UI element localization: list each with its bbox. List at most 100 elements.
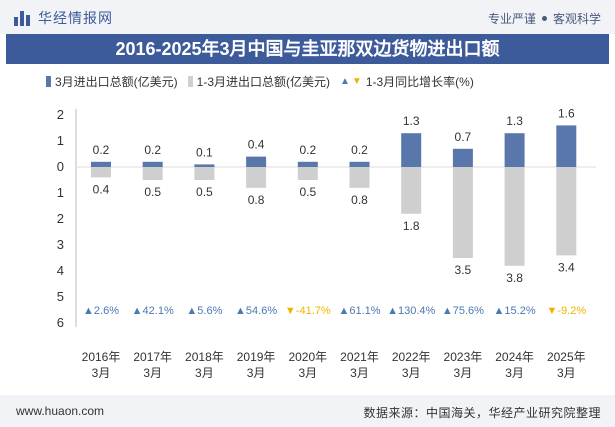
legend-item-yoy[interactable]: ▲ ▼ 1-3月同比增长率(%)	[340, 73, 474, 90]
legend-swatch-jan-mar	[187, 76, 193, 87]
bar-march	[452, 148, 473, 167]
legend-label-yoy: 1-3月同比增长率(%)	[365, 75, 474, 89]
chart-title: 2016-2025年3月中国与圭亚那双边货物进出口额	[6, 34, 609, 64]
legend-item-jan-mar[interactable]: 1-3月进出口总额(亿美元)	[187, 73, 331, 90]
bar-jan-mar	[297, 167, 318, 180]
triangle-up-icon: ▲	[340, 76, 350, 87]
slogan-left: 专业严谨	[487, 12, 536, 26]
x-tick-label-year: 2025年	[547, 350, 586, 364]
bar-jan-mar	[452, 167, 473, 258]
x-tick-label-month: 3月	[350, 366, 369, 380]
bar-jan-mar	[401, 167, 422, 214]
yoy-growth-label: ▼-41.7%	[285, 305, 331, 317]
x-tick-label-year: 2019年	[237, 350, 276, 364]
yoy-growth-label: ▲42.1%	[132, 305, 174, 317]
legend-label-jan-mar: 1-3月进出口总额(亿美元)	[196, 75, 331, 89]
top-bar: 华经情报网 专业严谨 客观科学	[0, 0, 615, 34]
data-label-jan-mar: 3.5	[455, 263, 472, 277]
data-label-jan-mar: 1.8	[403, 219, 420, 233]
footer: www.huaon.com 数据来源：中国海关，华经产业研究院整理	[0, 395, 615, 427]
bar-march	[194, 164, 215, 167]
legend: 3月进出口总额(亿美元) 1-3月进出口总额(亿美元) ▲ ▼ 1-3月同比增长…	[46, 73, 484, 90]
x-tick-label-year: 2021年	[340, 350, 379, 364]
bar-jan-mar	[91, 167, 111, 178]
x-tick-label-year: 2022年	[392, 350, 431, 364]
y-tick-label: 5	[57, 289, 64, 304]
data-label-march: 0.2	[299, 143, 316, 157]
yoy-growth-label: ▼-9.2%	[546, 305, 586, 317]
data-label-march: 0.2	[144, 143, 161, 157]
x-tick-label-month: 3月	[557, 366, 576, 380]
data-source: 数据来源：中国海关，华经产业研究院整理	[363, 406, 601, 420]
legend-swatch-march	[46, 76, 51, 87]
yoy-growth-label: ▲54.6%	[235, 305, 277, 317]
bar-march	[504, 133, 525, 167]
data-label-march: 1.3	[403, 114, 420, 128]
bar-jan-mar	[556, 167, 577, 256]
data-label-jan-mar: 0.5	[144, 185, 161, 199]
data-label-jan-mar: 3.8	[506, 271, 523, 285]
x-tick-label-month: 3月	[195, 366, 214, 380]
x-tick-label-year: 2018年	[185, 350, 224, 364]
legend-label-march: 3月进出口总额(亿美元)	[55, 75, 178, 89]
y-tick-label: 2	[57, 211, 64, 226]
bar-march	[142, 161, 163, 167]
y-tick-label: 6	[57, 315, 64, 330]
data-label-jan-mar: 0.5	[196, 185, 213, 199]
yoy-growth-label: ▲15.2%	[494, 305, 536, 317]
bar-jan-mar	[142, 167, 163, 180]
y-tick-label: 3	[57, 237, 64, 252]
x-tick-label-month: 3月	[298, 366, 317, 380]
yoy-growth-label: ▲5.6%	[186, 305, 222, 317]
data-label-march: 0.2	[351, 143, 368, 157]
data-label-jan-mar: 0.8	[351, 193, 368, 207]
bar-chart-logo-icon	[14, 10, 32, 26]
x-tick-label-month: 3月	[454, 366, 473, 380]
data-label-jan-mar: 3.4	[558, 260, 575, 274]
bar-march	[246, 156, 267, 167]
x-tick-label-month: 3月	[402, 366, 421, 380]
bar-march	[349, 161, 370, 167]
bar-march	[91, 161, 111, 167]
slogan-right: 客观科学	[552, 12, 601, 26]
triangle-down-icon: ▼	[351, 76, 362, 87]
legend-item-march[interactable]: 3月进出口总额(亿美元)	[46, 73, 178, 90]
bar-march	[401, 133, 422, 167]
yoy-growth-label: ▲75.6%	[442, 305, 484, 317]
y-tick-label: 4	[57, 263, 64, 278]
website-link[interactable]: www.huaon.com	[16, 404, 105, 418]
bar-march	[556, 125, 577, 167]
yoy-growth-label: ▲61.1%	[338, 305, 380, 317]
x-tick-label-year: 2023年	[444, 350, 483, 364]
bar-march	[297, 161, 318, 167]
x-tick-label-year: 2024年	[495, 350, 534, 364]
y-tick-label: 1	[57, 185, 64, 200]
brand[interactable]: 华经情报网	[14, 8, 113, 28]
x-tick-label-year: 2017年	[133, 350, 172, 364]
data-label-march: 0.1	[196, 145, 213, 159]
x-tick-label-year: 2016年	[82, 350, 121, 364]
data-label-march: 0.2	[93, 143, 110, 157]
bullet-icon	[541, 16, 547, 21]
y-tick-label: 2	[57, 107, 64, 122]
x-tick-label-month: 3月	[505, 366, 524, 380]
data-label-march: 1.3	[506, 114, 523, 128]
slogan: 专业严谨 客观科学	[488, 10, 601, 27]
x-tick-label-month: 3月	[247, 366, 266, 380]
data-label-march: 0.7	[455, 130, 472, 144]
y-tick-label: 1	[57, 133, 64, 148]
yoy-growth-label: ▲2.6%	[83, 305, 119, 317]
brand-name: 华经情报网	[38, 10, 113, 26]
x-tick-label-month: 3月	[143, 366, 162, 380]
bar-chart: 2 1 0 1 2 3 4 5 6 0.2 0.4 ▲2.6% 2016年 3月 0.2 0.5 ▲42.1% 2…	[57, 106, 596, 380]
data-label-jan-mar: 0.8	[248, 193, 265, 207]
bar-jan-mar	[349, 167, 370, 188]
data-label-march: 1.6	[558, 106, 575, 120]
y-tick-label: 0	[57, 159, 64, 174]
data-label-jan-mar: 0.5	[299, 185, 316, 199]
x-tick-label-year: 2020年	[288, 350, 327, 364]
bar-jan-mar	[246, 167, 267, 188]
data-label-jan-mar: 0.4	[93, 182, 110, 196]
x-tick-label-month: 3月	[92, 366, 111, 380]
bar-jan-mar	[194, 167, 215, 180]
